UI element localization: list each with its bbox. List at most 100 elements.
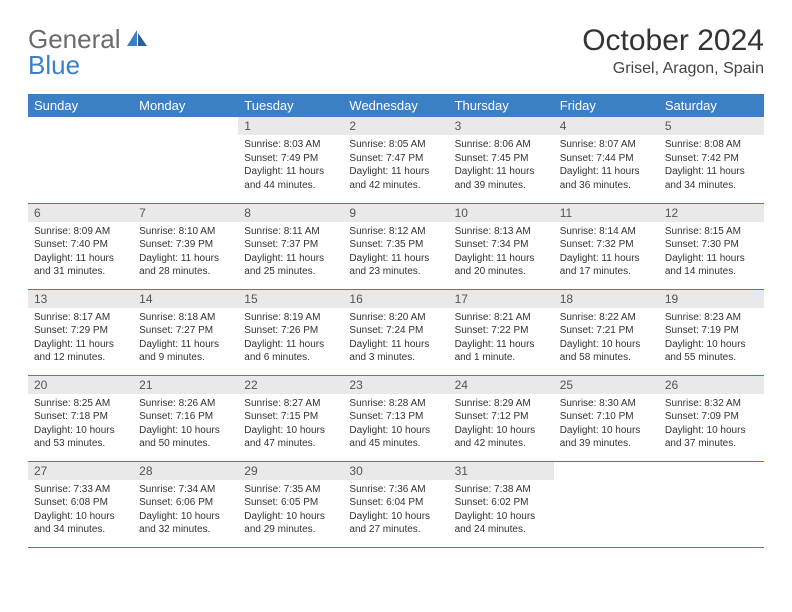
day-number: 25: [554, 376, 659, 394]
day-number: 21: [133, 376, 238, 394]
day-details: Sunrise: 8:30 AMSunset: 7:10 PMDaylight:…: [554, 394, 659, 455]
day-number: 4: [554, 117, 659, 135]
day-details: Sunrise: 8:05 AMSunset: 7:47 PMDaylight:…: [343, 135, 448, 196]
calendar-cell: 28Sunrise: 7:34 AMSunset: 6:06 PMDayligh…: [133, 461, 238, 547]
day-details: Sunrise: 7:38 AMSunset: 6:02 PMDaylight:…: [449, 480, 554, 541]
day-details: Sunrise: 8:15 AMSunset: 7:30 PMDaylight:…: [659, 222, 764, 283]
day-details: Sunrise: 7:33 AMSunset: 6:08 PMDaylight:…: [28, 480, 133, 541]
calendar-cell: 18Sunrise: 8:22 AMSunset: 7:21 PMDayligh…: [554, 289, 659, 375]
day-number: 29: [238, 462, 343, 480]
day-number: 7: [133, 204, 238, 222]
calendar-cell: 26Sunrise: 8:32 AMSunset: 7:09 PMDayligh…: [659, 375, 764, 461]
day-number: 17: [449, 290, 554, 308]
calendar-cell: [554, 461, 659, 547]
day-number: 30: [343, 462, 448, 480]
day-number: 1: [238, 117, 343, 135]
title-block: October 2024 Grisel, Aragon, Spain: [582, 24, 764, 78]
calendar-cell: 15Sunrise: 8:19 AMSunset: 7:26 PMDayligh…: [238, 289, 343, 375]
weekday-header: Wednesday: [343, 94, 448, 117]
calendar-cell: 13Sunrise: 8:17 AMSunset: 7:29 PMDayligh…: [28, 289, 133, 375]
calendar-head: SundayMondayTuesdayWednesdayThursdayFrid…: [28, 94, 764, 117]
day-details: Sunrise: 8:07 AMSunset: 7:44 PMDaylight:…: [554, 135, 659, 196]
day-details: Sunrise: 7:35 AMSunset: 6:05 PMDaylight:…: [238, 480, 343, 541]
month-title: October 2024: [582, 24, 764, 58]
calendar-row: 13Sunrise: 8:17 AMSunset: 7:29 PMDayligh…: [28, 289, 764, 375]
location: Grisel, Aragon, Spain: [582, 60, 764, 78]
calendar-cell: 5Sunrise: 8:08 AMSunset: 7:42 PMDaylight…: [659, 117, 764, 203]
logo-word-blue: Blue: [28, 50, 80, 81]
calendar-cell: 12Sunrise: 8:15 AMSunset: 7:30 PMDayligh…: [659, 203, 764, 289]
day-details: Sunrise: 8:13 AMSunset: 7:34 PMDaylight:…: [449, 222, 554, 283]
calendar-cell: 21Sunrise: 8:26 AMSunset: 7:16 PMDayligh…: [133, 375, 238, 461]
day-number: 18: [554, 290, 659, 308]
day-number: 5: [659, 117, 764, 135]
weekday-header: Thursday: [449, 94, 554, 117]
calendar-cell: 14Sunrise: 8:18 AMSunset: 7:27 PMDayligh…: [133, 289, 238, 375]
weekday-header: Saturday: [659, 94, 764, 117]
day-number: 24: [449, 376, 554, 394]
header: General October 2024 Grisel, Aragon, Spa…: [28, 24, 764, 78]
calendar-cell: 31Sunrise: 7:38 AMSunset: 6:02 PMDayligh…: [449, 461, 554, 547]
calendar-cell: [659, 461, 764, 547]
day-details: Sunrise: 8:19 AMSunset: 7:26 PMDaylight:…: [238, 308, 343, 369]
calendar-cell: [28, 117, 133, 203]
calendar-cell: 25Sunrise: 8:30 AMSunset: 7:10 PMDayligh…: [554, 375, 659, 461]
day-details: Sunrise: 8:08 AMSunset: 7:42 PMDaylight:…: [659, 135, 764, 196]
calendar-row: 27Sunrise: 7:33 AMSunset: 6:08 PMDayligh…: [28, 461, 764, 547]
calendar-cell: 20Sunrise: 8:25 AMSunset: 7:18 PMDayligh…: [28, 375, 133, 461]
day-details: Sunrise: 8:03 AMSunset: 7:49 PMDaylight:…: [238, 135, 343, 196]
calendar-cell: 19Sunrise: 8:23 AMSunset: 7:19 PMDayligh…: [659, 289, 764, 375]
calendar-cell: 22Sunrise: 8:27 AMSunset: 7:15 PMDayligh…: [238, 375, 343, 461]
calendar-cell: 2Sunrise: 8:05 AMSunset: 7:47 PMDaylight…: [343, 117, 448, 203]
day-details: Sunrise: 8:06 AMSunset: 7:45 PMDaylight:…: [449, 135, 554, 196]
day-number: 26: [659, 376, 764, 394]
day-number: 2: [343, 117, 448, 135]
calendar-cell: 7Sunrise: 8:10 AMSunset: 7:39 PMDaylight…: [133, 203, 238, 289]
calendar-row: 1Sunrise: 8:03 AMSunset: 7:49 PMDaylight…: [28, 117, 764, 203]
day-details: Sunrise: 8:20 AMSunset: 7:24 PMDaylight:…: [343, 308, 448, 369]
day-number: 11: [554, 204, 659, 222]
day-details: Sunrise: 8:29 AMSunset: 7:12 PMDaylight:…: [449, 394, 554, 455]
calendar-body: 1Sunrise: 8:03 AMSunset: 7:49 PMDaylight…: [28, 117, 764, 547]
calendar-cell: 17Sunrise: 8:21 AMSunset: 7:22 PMDayligh…: [449, 289, 554, 375]
calendar-cell: 11Sunrise: 8:14 AMSunset: 7:32 PMDayligh…: [554, 203, 659, 289]
day-details: Sunrise: 8:09 AMSunset: 7:40 PMDaylight:…: [28, 222, 133, 283]
day-details: Sunrise: 8:21 AMSunset: 7:22 PMDaylight:…: [449, 308, 554, 369]
day-number: 13: [28, 290, 133, 308]
calendar-cell: 27Sunrise: 7:33 AMSunset: 6:08 PMDayligh…: [28, 461, 133, 547]
calendar-row: 20Sunrise: 8:25 AMSunset: 7:18 PMDayligh…: [28, 375, 764, 461]
day-details: Sunrise: 8:25 AMSunset: 7:18 PMDaylight:…: [28, 394, 133, 455]
day-details: Sunrise: 7:36 AMSunset: 6:04 PMDaylight:…: [343, 480, 448, 541]
day-number: 12: [659, 204, 764, 222]
day-details: Sunrise: 8:27 AMSunset: 7:15 PMDaylight:…: [238, 394, 343, 455]
weekday-header: Sunday: [28, 94, 133, 117]
weekday-header: Friday: [554, 94, 659, 117]
calendar-cell: 24Sunrise: 8:29 AMSunset: 7:12 PMDayligh…: [449, 375, 554, 461]
calendar-table: SundayMondayTuesdayWednesdayThursdayFrid…: [28, 94, 764, 548]
day-details: Sunrise: 8:28 AMSunset: 7:13 PMDaylight:…: [343, 394, 448, 455]
day-number: 9: [343, 204, 448, 222]
day-number: 10: [449, 204, 554, 222]
calendar-cell: 23Sunrise: 8:28 AMSunset: 7:13 PMDayligh…: [343, 375, 448, 461]
day-number: 14: [133, 290, 238, 308]
day-details: Sunrise: 8:26 AMSunset: 7:16 PMDaylight:…: [133, 394, 238, 455]
calendar-cell: 30Sunrise: 7:36 AMSunset: 6:04 PMDayligh…: [343, 461, 448, 547]
day-details: Sunrise: 8:14 AMSunset: 7:32 PMDaylight:…: [554, 222, 659, 283]
weekday-header: Tuesday: [238, 94, 343, 117]
day-number: 16: [343, 290, 448, 308]
calendar-cell: [133, 117, 238, 203]
calendar-cell: 9Sunrise: 8:12 AMSunset: 7:35 PMDaylight…: [343, 203, 448, 289]
calendar-cell: 3Sunrise: 8:06 AMSunset: 7:45 PMDaylight…: [449, 117, 554, 203]
calendar-cell: 8Sunrise: 8:11 AMSunset: 7:37 PMDaylight…: [238, 203, 343, 289]
calendar-cell: 1Sunrise: 8:03 AMSunset: 7:49 PMDaylight…: [238, 117, 343, 203]
day-number: 15: [238, 290, 343, 308]
weekday-row: SundayMondayTuesdayWednesdayThursdayFrid…: [28, 94, 764, 117]
day-details: Sunrise: 8:10 AMSunset: 7:39 PMDaylight:…: [133, 222, 238, 283]
calendar-cell: 29Sunrise: 7:35 AMSunset: 6:05 PMDayligh…: [238, 461, 343, 547]
sail-icon: [125, 24, 149, 55]
day-number: 3: [449, 117, 554, 135]
day-number: 22: [238, 376, 343, 394]
day-details: Sunrise: 8:22 AMSunset: 7:21 PMDaylight:…: [554, 308, 659, 369]
calendar-row: 6Sunrise: 8:09 AMSunset: 7:40 PMDaylight…: [28, 203, 764, 289]
calendar-cell: 16Sunrise: 8:20 AMSunset: 7:24 PMDayligh…: [343, 289, 448, 375]
